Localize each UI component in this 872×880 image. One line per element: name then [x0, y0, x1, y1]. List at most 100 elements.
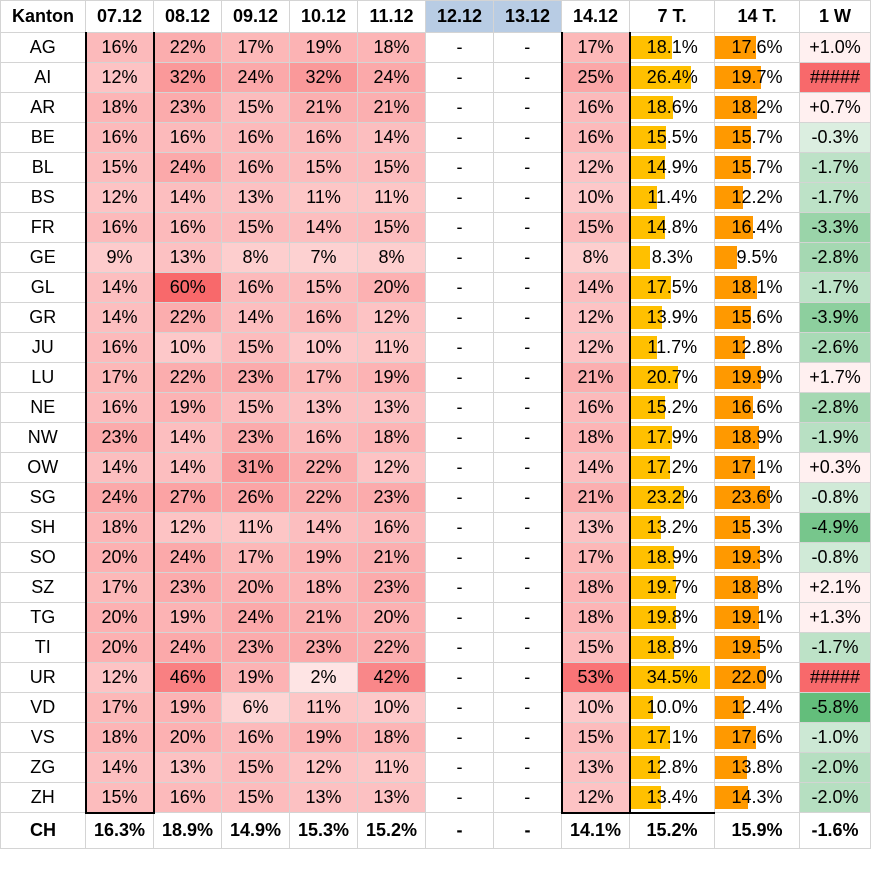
table-row: GL 14% 60% 16% 15% 20% - -14% 17.5% 18.1% -1.7%: [0, 272, 871, 303]
daily-value-cell: 22%: [153, 362, 222, 393]
daily-value-cell: 14%: [84, 302, 155, 333]
table-row: JU 16% 10% 15% 10% 11% - -12% 11.7% 12.8% -2.6%: [0, 332, 871, 363]
bar-value: 12.4%: [731, 697, 783, 717]
daily-value-cell: 21%: [357, 92, 426, 123]
positivity-table: Kanton 07.12 08.12 09.12 10.12 11.12 12.12 13.1…: [0, 0, 871, 849]
daily-value-cell: 16%: [153, 122, 222, 153]
canton-cell: ZH: [0, 782, 86, 813]
daily-value-cell: 27%: [153, 482, 222, 513]
daily-value-cell: 19%: [289, 32, 358, 63]
daily-value-cell: 16%: [153, 212, 222, 243]
avg-14day-cell: 9.5%: [714, 242, 800, 273]
avg-7day-cell: 34.5%: [628, 662, 715, 693]
daily-value-cell: 13%: [560, 512, 631, 543]
daily-value-cell: 11%: [357, 182, 426, 213]
bar-value: 12.8%: [646, 757, 698, 777]
daily-value-cell: 20%: [84, 602, 155, 633]
week-change-cell: -1.7%: [799, 182, 871, 213]
daily-value-cell: 18%: [357, 32, 426, 63]
week-change-cell: -1.9%: [799, 422, 871, 453]
data-bar: [631, 66, 692, 89]
table-row: FR 16% 16% 15% 14% 15% - -15% 14.8% 16.4% -3.3%: [0, 212, 871, 243]
table-row: VD 17% 19% 6% 11% 10% - -10% 10.0% 12.4% -5.8%: [0, 692, 871, 723]
table-row: BL 15% 24% 16% 15% 15% - -12% 14.9% 15.7% -1.7%: [0, 152, 871, 183]
daily-value-cell: 17%: [221, 32, 290, 63]
daily-value-cell: -: [493, 512, 562, 543]
daily-value-cell: 23%: [84, 422, 155, 453]
bar-value: 13.4%: [646, 786, 698, 807]
bar-value: 13.8%: [731, 757, 783, 777]
avg-14day-cell: 18.1%: [714, 272, 800, 303]
daily-value-cell: -: [493, 272, 562, 303]
column-header: 1 W: [799, 0, 871, 33]
avg-7day-cell: 18.6%: [628, 92, 715, 123]
data-bar: [631, 186, 657, 209]
avg-14day-cell: 18.8%: [714, 572, 800, 603]
daily-value-cell: -: [493, 812, 562, 849]
data-bar: [631, 636, 674, 659]
avg-14day-cell: 19.5%: [714, 632, 800, 663]
avg-7day-cell: 19.7%: [628, 572, 715, 603]
canton-cell: NW: [0, 422, 86, 453]
daily-value-cell: -: [493, 332, 562, 363]
daily-value-cell: 13%: [221, 182, 290, 213]
data-bar: [631, 216, 665, 239]
data-bar: [631, 126, 667, 149]
daily-value-cell: 16%: [560, 92, 631, 123]
data-bar: [715, 396, 754, 419]
week-change-cell: -1.7%: [799, 152, 871, 183]
daily-value-cell: -: [425, 722, 494, 753]
data-bar: [631, 666, 710, 689]
daily-value-cell: 14%: [560, 452, 631, 483]
data-bar: [715, 186, 744, 209]
week-change-cell: -2.8%: [799, 392, 871, 423]
data-bar: [715, 546, 760, 569]
avg-14day-cell: 15.6%: [714, 302, 800, 333]
daily-value-cell: 16%: [84, 122, 155, 153]
daily-value-cell: -: [493, 692, 562, 723]
data-bar: [715, 336, 745, 359]
data-bar: [715, 726, 756, 749]
daily-value-cell: 16%: [221, 272, 290, 303]
daily-value-cell: 14.9%: [221, 812, 290, 849]
bar-value: 23.6%: [731, 487, 783, 507]
data-bar: [631, 516, 661, 539]
daily-value-cell: 17%: [84, 362, 155, 393]
daily-value-cell: -: [493, 662, 562, 693]
daily-value-cell: -: [493, 242, 562, 273]
table-row: TI 20% 24% 23% 23% 22% - -15% 18.8% 19.5% -1.7%: [0, 632, 871, 663]
daily-value-cell: 17%: [84, 692, 155, 723]
daily-value-cell: -: [493, 362, 562, 393]
daily-value-cell: 19%: [153, 602, 222, 633]
daily-value-cell: 13%: [560, 752, 631, 783]
data-bar: [715, 666, 766, 689]
bar-value: 19.5%: [731, 637, 783, 657]
daily-value-cell: 16%: [84, 392, 155, 423]
avg-14day-cell: 15.7%: [714, 122, 800, 153]
table-row: VS 18% 20% 16% 19% 18% - -15% 17.1% 17.6% -1.0%: [0, 722, 871, 753]
daily-value-cell: -: [493, 782, 562, 813]
data-bar: [631, 696, 654, 719]
daily-value-cell: 14.1%: [561, 812, 630, 849]
data-bar: [715, 756, 747, 779]
bar-value: 17.1%: [646, 727, 698, 747]
avg-14day-cell: 15.7%: [714, 152, 800, 183]
column-header: 11.12: [357, 0, 426, 33]
canton-cell: GR: [0, 302, 86, 333]
daily-value-cell: 16%: [289, 422, 358, 453]
table-row: SZ 17% 23% 20% 18% 23% - -18% 19.7% 18.8% +2.1%: [0, 572, 871, 603]
avg-7day-cell: 18.1%: [628, 32, 715, 63]
daily-value-cell: 15%: [84, 152, 155, 183]
daily-value-cell: -: [425, 182, 494, 213]
bar-value: 9.5%: [736, 247, 778, 267]
daily-value-cell: -: [425, 362, 494, 393]
daily-value-cell: 13%: [357, 392, 426, 423]
avg-7day-cell: 20.7%: [628, 362, 715, 393]
daily-value-cell: 10%: [357, 692, 426, 723]
daily-value-cell: 12%: [560, 302, 631, 333]
week-change-cell: -0.8%: [799, 542, 871, 573]
bar-value: 19.1%: [731, 607, 783, 627]
canton-cell: LU: [0, 362, 86, 393]
daily-value-cell: 20%: [153, 722, 222, 753]
canton-cell: BE: [0, 122, 86, 153]
